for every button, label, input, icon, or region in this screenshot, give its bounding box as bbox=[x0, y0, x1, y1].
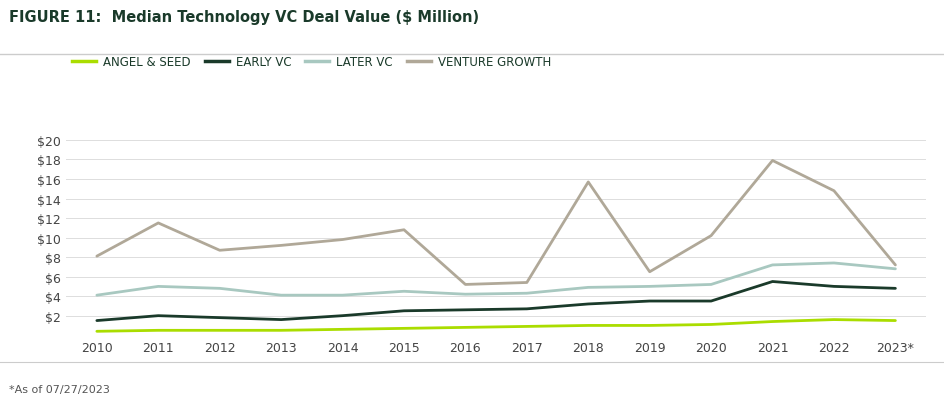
Legend: ANGEL & SEED, EARLY VC, LATER VC, VENTURE GROWTH: ANGEL & SEED, EARLY VC, LATER VC, VENTUR… bbox=[68, 51, 555, 73]
Text: *As of 07/27/2023: *As of 07/27/2023 bbox=[9, 384, 110, 394]
Text: FIGURE 11:  Median Technology VC Deal Value ($ Million): FIGURE 11: Median Technology VC Deal Val… bbox=[9, 10, 479, 25]
